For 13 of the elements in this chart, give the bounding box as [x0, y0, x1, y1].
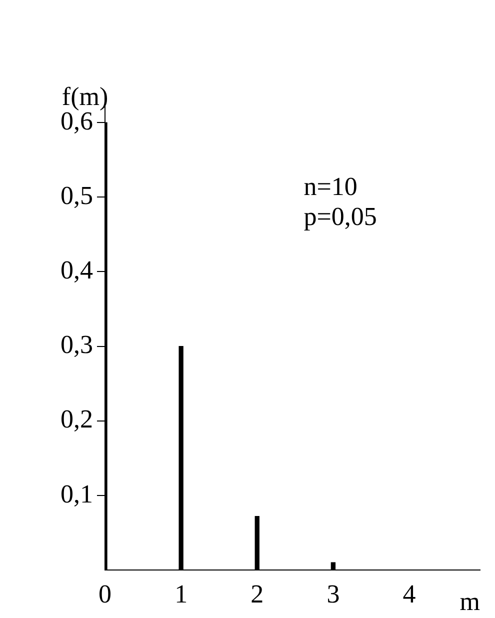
x-tick-label: 2	[250, 579, 264, 608]
annotation: n=10	[304, 172, 358, 201]
x-tick-label: 1	[174, 579, 188, 608]
x-tick-label: 4	[402, 579, 416, 608]
y-tick-label: 0,3	[60, 330, 93, 360]
y-tick-label: 0,4	[60, 256, 93, 285]
x-tick-label: 0	[98, 579, 112, 608]
annotation: p=0,05	[304, 202, 377, 231]
x-axis-title: m	[460, 587, 480, 616]
x-tick-label: 3	[326, 579, 340, 608]
y-tick-label: 0,5	[60, 180, 93, 210]
y-tick-label: 0,2	[60, 404, 93, 434]
y-tick-label: 0,1	[60, 479, 93, 508]
